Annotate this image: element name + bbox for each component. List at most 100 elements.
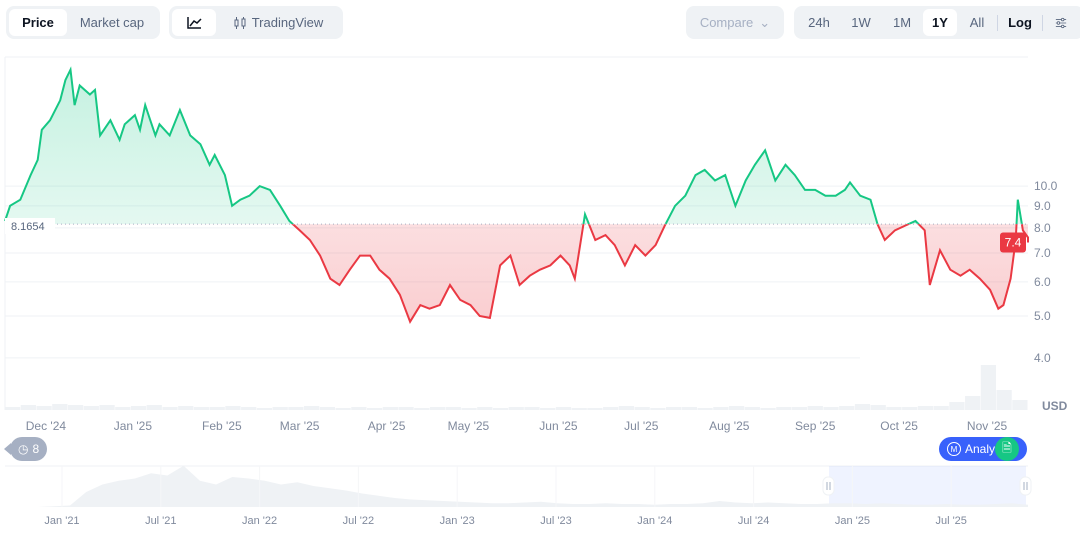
volume-bar [304,406,320,410]
navigator-tick-label: Jul '25 [935,515,966,527]
navigator-tick-label: Jul '21 [145,515,176,527]
navigator-handle-left[interactable] [822,476,835,496]
volume-bar [398,407,414,410]
volume-bar [146,405,162,410]
volume-bar [366,408,383,410]
x-tick-label: Dec '24 [26,419,67,433]
line-chart-button[interactable] [172,9,216,36]
range-1w[interactable]: 1W [851,15,871,30]
x-tick-label: Oct '25 [880,419,918,433]
navigator-tick-label: Jul '23 [540,515,571,527]
y-tick-label: 4.0 [1034,351,1051,365]
currency-label: USD [1042,399,1068,413]
volume-bar [791,407,808,410]
range-selector: 24h 1W 1M 1Y All Log [794,6,1080,39]
settings-button[interactable] [1043,9,1079,36]
volume-bar [728,406,745,410]
volume-bar [225,406,241,410]
volume-bar [477,407,493,410]
tab-market-cap[interactable]: Market cap [79,15,145,30]
volume-bar [555,407,572,410]
volume-bar [319,407,336,410]
range-all[interactable]: All [969,15,985,30]
navigator[interactable]: Jan '21 Jul '21 Jan '22 Jul '22 Jan '23 Jul '… [5,465,1032,527]
line-chart-icon [187,16,202,29]
range-1m[interactable]: 1M [892,15,912,30]
volume-bar [335,408,351,410]
volume-bar [634,407,650,410]
tradingview-button[interactable]: TradingView [216,9,340,36]
area-above-baseline [5,69,1022,225]
volume-bar [839,406,855,410]
volume-bar [445,407,461,410]
volume-bar [571,408,587,410]
x-tick-label: Jan '25 [114,419,153,433]
volume-bar [20,405,36,410]
log-scale-button[interactable]: Log [1008,15,1032,30]
navigator-tick-label: Jul '24 [738,515,769,527]
volume-bar [996,390,1012,410]
x-tick-label: Jun '25 [539,419,578,433]
volume-bar [681,407,697,410]
range-24h[interactable]: 24h [808,15,830,30]
x-tick-label: Nov '25 [967,419,1008,433]
history-events-badge[interactable]: ◷ 8 [3,437,48,461]
candlestick-icon [234,16,246,29]
x-tick-label: Apr '25 [368,419,406,433]
volume-bar [886,407,902,410]
range-1y[interactable]: 1Y [923,9,957,36]
analysis-icon: M [947,442,961,456]
grip-icon [826,482,831,490]
volume-bar [854,404,871,410]
price-line-up [4,66,1023,225]
y-tick-label: 7.0 [1034,246,1051,260]
y-tick-label: 10.0 [1034,179,1058,193]
navigator-handle-right[interactable] [1019,476,1032,496]
volume-bar [178,406,194,410]
volume-bar [461,408,477,410]
compare-label: Compare [699,15,754,30]
y-tick-label: 9.0 [1034,199,1051,213]
price-marketcap-toggle: Price Market cap [6,6,160,39]
volume-bar [67,405,84,410]
navigator-tick-label: Jul '22 [343,515,374,527]
baseline-label-bg [5,218,55,234]
volume-bar [5,407,21,410]
volume-bar [492,408,509,410]
volume-bar [83,406,99,410]
volume-bar [1012,400,1028,410]
grip-icon [1023,482,1028,490]
volume-bar [272,407,288,410]
volume-bar [902,407,918,410]
volume-bar [697,408,713,410]
volume-bar [115,407,131,410]
volume-bar [917,406,934,410]
volume-bar [760,408,776,410]
volume-bar [256,408,273,410]
baseline-label: 8.1654 [11,221,45,233]
x-tick-label: May '25 [448,419,490,433]
divider [997,14,998,31]
volume-bar [508,407,524,410]
navigator-selection[interactable] [829,466,1026,507]
volume-bar [429,407,446,410]
volume-bar [965,396,981,410]
volume-bar [382,407,398,410]
x-tick-label: Feb '25 [202,419,242,433]
tab-price[interactable]: Price [9,9,67,36]
volume-bar [130,406,147,410]
x-tick-label: Jul '25 [624,419,659,433]
volume-bar [823,407,839,410]
volume-bar [650,408,666,410]
analysis-label: Analy [965,442,996,456]
compare-dropdown[interactable]: Compare ⌄ [686,6,784,39]
current-price-label: 7.4 [1005,236,1022,250]
volume-bar [209,407,225,410]
document-badge[interactable]: 🗎 [995,437,1019,461]
volume-bar [99,405,115,410]
price-line-down [291,224,1029,324]
navigator-tick-label: Jan '23 [440,515,475,527]
x-tick-label: Sep '25 [795,419,836,433]
volume-bar [162,407,178,410]
